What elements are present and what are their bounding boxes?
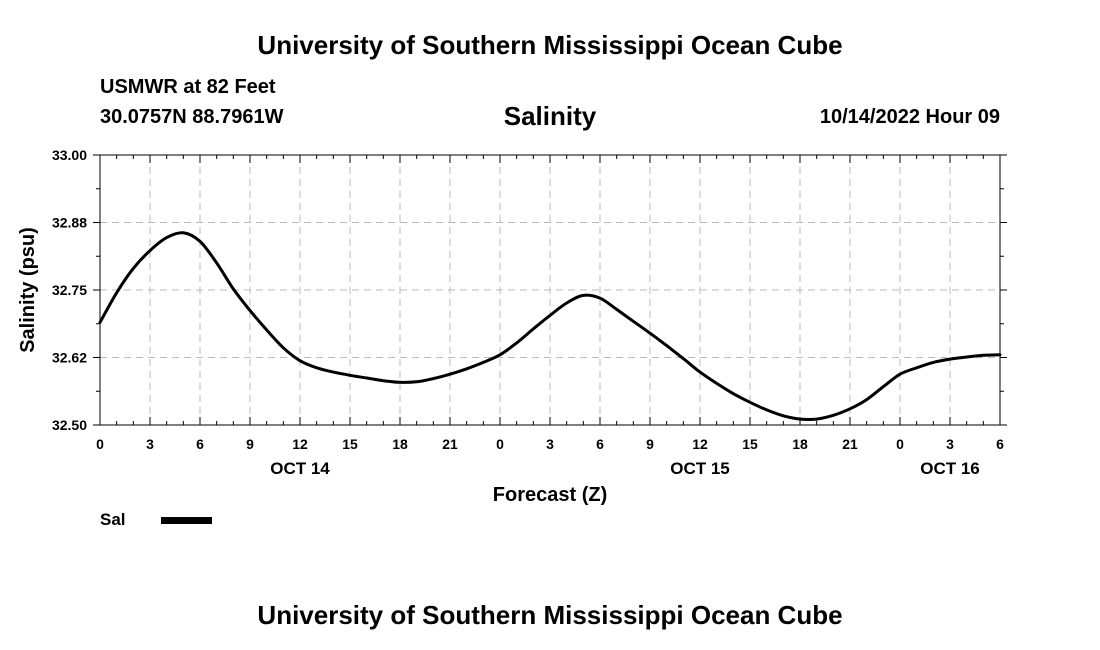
station-coordinates: 30.0757N 88.7961W: [100, 106, 284, 128]
x-tick-label: 21: [442, 436, 458, 452]
x-tick-label: 21: [842, 436, 858, 452]
x-tick-label: 6: [196, 436, 204, 452]
x-tick-label: 0: [896, 436, 904, 452]
chart-series: [98, 231, 1002, 422]
date-label: OCT 15: [670, 459, 730, 478]
legend-entry-label: Sal: [100, 510, 126, 529]
y-tick-label: 32.75: [52, 282, 87, 298]
x-tick-label: 18: [792, 436, 808, 452]
x-tick-label: 6: [996, 436, 1004, 452]
x-tick-label: 6: [596, 436, 604, 452]
series-line-sal: [98, 231, 1002, 422]
x-tick-label: 0: [96, 436, 104, 452]
x-tick-label: 15: [342, 436, 358, 452]
chart-title: Salinity: [503, 101, 597, 131]
x-tick-label: 12: [692, 436, 708, 452]
x-tick-label: 3: [146, 436, 154, 452]
station-label: USMWR at 82 Feet: [100, 76, 276, 98]
x-tick-label: 3: [546, 436, 554, 452]
legend-line-swatch: [161, 517, 212, 524]
y-tick-labels: 33.00 32.88 32.75 32.62 32.50: [52, 147, 87, 433]
y-tick-label: 32.62: [52, 350, 87, 366]
chart-header-title: University of Southern Mississippi Ocean…: [257, 30, 843, 60]
x-axis-label: Forecast (Z): [493, 484, 607, 506]
x-tick-label: 9: [246, 436, 254, 452]
x-tick-label: 15: [742, 436, 758, 452]
forecast-timestamp: 10/14/2022 Hour 09: [819, 106, 1000, 128]
x-tick-label: 9: [646, 436, 654, 452]
x-tick-label: 3: [946, 436, 954, 452]
y-tick-label: 33.00: [52, 147, 87, 163]
x-tick-label: 18: [392, 436, 408, 452]
y-tick-label: 32.50: [52, 417, 87, 433]
footer-title: University of Southern Mississippi Ocean…: [257, 600, 843, 630]
x-tick-labels: 0 3 6 9 12 15 18 21 0 3 6 9 12 15 18 21 0 3 6: [96, 436, 1004, 452]
date-label: OCT 16: [920, 459, 980, 478]
axis-ticks: [93, 154, 1007, 426]
y-tick-label: 32.88: [52, 215, 87, 231]
date-label: OCT 14: [270, 459, 330, 478]
y-axis-label: Salinity (psu): [17, 227, 39, 353]
x-tick-label: 12: [292, 436, 308, 452]
x-tick-label: 0: [496, 436, 504, 452]
date-labels: OCT 14 OCT 15 OCT 16: [270, 459, 980, 478]
